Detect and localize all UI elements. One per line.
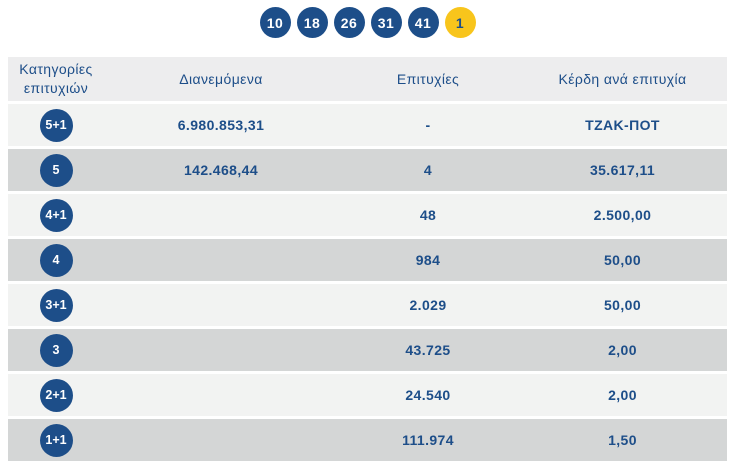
prize-cell: 35.617,11 — [589, 162, 656, 178]
header-distributed: Διανεμόμενα — [179, 71, 263, 87]
prize-cell: 50,00 — [603, 252, 642, 268]
prize-cell: 2.500,00 — [593, 207, 652, 223]
prize-cell: 2,00 — [608, 342, 637, 358]
drawn-number-ball: 18 — [296, 7, 328, 38]
winners-cell: 4 — [423, 162, 433, 178]
table-row: 5 142.468,44 4 35.617,11 — [8, 149, 727, 191]
table-row: 1+1 111.974 1,50 — [8, 419, 727, 461]
category-cell: 1+1 — [8, 423, 104, 457]
category-cell: 4+1 — [8, 198, 104, 232]
winners-cell: 2.029 — [409, 297, 447, 313]
winners-cell: 111.974 — [402, 432, 454, 448]
category-cell: 3+1 — [8, 288, 104, 322]
category-cell: 4 — [8, 243, 104, 277]
category-badge: 5 — [39, 153, 73, 187]
category-badge: 4 — [39, 243, 73, 277]
table-row: 4 984 50,00 — [8, 239, 727, 281]
category-cell: 5 — [8, 153, 104, 187]
prize-cell: 1,50 — [608, 432, 637, 448]
table-row: 4+1 48 2.500,00 — [8, 194, 727, 236]
category-cell: 5+1 — [8, 108, 104, 142]
category-cell: 2+1 — [8, 378, 104, 412]
category-badge: 5+1 — [39, 108, 73, 142]
prize-cell: 2,00 — [608, 387, 637, 403]
table-row: 3+1 2.029 50,00 — [8, 284, 727, 326]
header-winners: Επιτυχίες — [396, 71, 460, 87]
category-badge: 4+1 — [39, 198, 73, 232]
winners-cell: 48 — [419, 207, 437, 223]
winners-cell: 43.725 — [405, 342, 451, 358]
prize-table: Κατηγορίες επιτυχιών Διανεμόμενα Επιτυχί… — [8, 57, 727, 461]
drawn-number-ball: 10 — [259, 7, 291, 38]
prize-table-header: Κατηγορίες επιτυχιών Διανεμόμενα Επιτυχί… — [8, 57, 727, 101]
winners-cell: 24.540 — [405, 387, 451, 403]
bonus-number-ball: 1 — [444, 7, 476, 38]
category-badge: 2+1 — [39, 378, 73, 412]
prize-cell: ΤΖΑΚ-ΠΟΤ — [585, 117, 660, 133]
drawn-numbers-row: 10 18 26 31 41 1 — [0, 0, 735, 38]
header-prize: Κέρδη ανά επιτυχία — [558, 71, 687, 87]
table-row: 2+1 24.540 2,00 — [8, 374, 727, 416]
header-category: Κατηγορίες επιτυχιών — [19, 61, 93, 96]
category-badge: 1+1 — [39, 423, 73, 457]
category-badge: 3 — [39, 333, 73, 367]
prize-cell: 50,00 — [603, 297, 642, 313]
winners-cell: - — [425, 117, 431, 133]
winners-cell: 984 — [415, 252, 441, 268]
prize-table-body: 5+1 6.980.853,31 - ΤΖΑΚ-ΠΟΤ 5 142.468,44… — [8, 104, 727, 461]
drawn-number-ball: 26 — [333, 7, 365, 38]
distributed-cell: 142.468,44 — [183, 162, 259, 178]
category-badge: 3+1 — [39, 288, 73, 322]
table-row: 5+1 6.980.853,31 - ΤΖΑΚ-ΠΟΤ — [8, 104, 727, 146]
drawn-number-ball: 41 — [407, 7, 439, 38]
table-row: 3 43.725 2,00 — [8, 329, 727, 371]
drawn-number-ball: 31 — [370, 7, 402, 38]
distributed-cell: 6.980.853,31 — [177, 117, 265, 133]
category-cell: 3 — [8, 333, 104, 367]
